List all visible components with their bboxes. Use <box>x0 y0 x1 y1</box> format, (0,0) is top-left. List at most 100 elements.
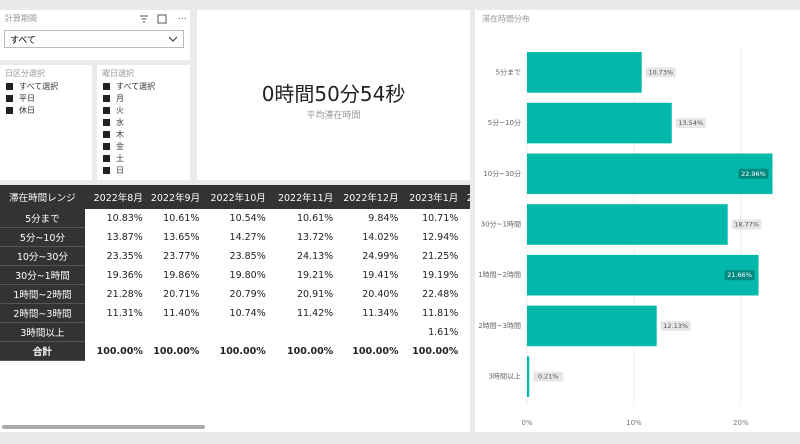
cell: 13.87% <box>106 231 143 243</box>
label-bg <box>724 270 755 281</box>
cell <box>147 323 204 342</box>
table: 滞在時間レンジ 2022年8月 2022年9月 2022年10月 2022年11月 202… <box>0 185 470 361</box>
item-label: すべて選択 <box>116 81 156 91</box>
cell: 19.19% <box>422 269 459 281</box>
day-type-slicer: 日区分選択 すべて選択 平日 休日 <box>0 65 92 180</box>
weekday-slicer: 曜日選択 すべて選択月火水木金土日 <box>97 65 190 180</box>
checkbox <box>103 94 110 102</box>
cell: 10.61% <box>163 212 200 224</box>
scrollbar[interactable] <box>2 425 205 429</box>
slicer-item[interactable]: 木 <box>103 128 155 140</box>
item-label: すべて選択 <box>19 81 59 91</box>
header-cell: 2022年12月 <box>337 185 403 209</box>
slicer-item[interactable]: 日 <box>103 164 155 176</box>
dropdown[interactable]: すべて <box>4 30 184 48</box>
table-row: 5分~10分 13.87% 13.65% 14.27% 13.72% 14.02% 12.9… <box>0 227 470 247</box>
cell: 10.71% <box>422 212 459 224</box>
cell: 100.00% <box>153 345 200 357</box>
item-label: 平日 <box>19 93 35 103</box>
row-header: 2時間~3時間 <box>0 303 85 323</box>
slicer-item[interactable]: すべて選択 <box>6 80 58 92</box>
table-row: 3時間以上 1.61% <box>0 322 470 342</box>
row-header: 合計 <box>0 341 85 361</box>
table-row: 合計 100.00% 100.00% 100.00% 100.00% 100.00% 100… <box>0 341 471 361</box>
header-cell: 滞在時間レンジ <box>0 185 85 209</box>
checkbox <box>103 130 110 138</box>
card: 0時間50分54秒 平均滞在時間 <box>197 10 470 180</box>
cell: 11.42% <box>296 307 334 319</box>
row-header: 1時間~2時間 <box>0 284 85 304</box>
item-label: 土 <box>116 153 124 163</box>
cell: 10.83% <box>106 212 143 224</box>
label-bg <box>645 67 676 78</box>
slicer-item[interactable]: すべて選択 <box>103 80 155 92</box>
cell: 100.00% <box>462 342 471 361</box>
x-tick-label: 0% <box>521 419 532 427</box>
focus-icon[interactable] <box>157 14 167 24</box>
slicer-item[interactable]: 平日 <box>6 92 58 104</box>
cell: 14.02% <box>362 231 399 243</box>
cell: 11.81% <box>422 307 459 319</box>
slicer-item[interactable]: 水 <box>103 116 155 128</box>
filter-icon[interactable] <box>140 15 148 23</box>
checkbox <box>6 82 13 90</box>
slicer-title: 計算期間 <box>5 14 37 23</box>
checkbox <box>103 154 110 162</box>
cell: 23.85% <box>229 250 266 262</box>
bar <box>527 254 759 296</box>
item-label: 金 <box>116 141 124 151</box>
cell: 20.91% <box>296 288 334 300</box>
header-cell: 2023年2月 <box>462 185 470 209</box>
checkbox <box>103 106 110 114</box>
cell: 1.61% <box>428 326 459 338</box>
table-row: 10分~30分 23.35% 23.77% 23.85% 24.13% 24.99% 21.… <box>0 246 470 266</box>
cell: 100.00% <box>287 345 334 357</box>
item-label: 日 <box>116 165 124 175</box>
cell: 21.25% <box>422 250 459 262</box>
cell: 19.36% <box>106 269 143 281</box>
cell: 13.72% <box>296 231 334 243</box>
data-label: 18.77% <box>734 221 759 229</box>
slicer-item[interactable]: 休日 <box>6 104 58 116</box>
slicer-item[interactable]: 金 <box>103 140 155 152</box>
table-row: 30分~1時間 19.36% 19.86% 19.80% 19.21% 19.41% 19.… <box>0 265 470 285</box>
chevron <box>168 36 178 42</box>
cell: 19.21% <box>296 269 334 281</box>
slicer-icons: ··· <box>140 14 187 25</box>
header-cell: 2022年10月 <box>203 185 270 209</box>
table-row: 5分まで 10.83% 10.61% 10.54% 10.61% 9.84% 10.71%1… <box>0 209 470 228</box>
bar <box>527 204 728 245</box>
data-label: 21.66% <box>727 271 752 279</box>
bar <box>527 102 672 144</box>
cell <box>270 323 337 342</box>
slicer-item[interactable]: 火 <box>103 104 155 116</box>
cell: 11.40% <box>163 307 200 319</box>
label-bg <box>533 371 564 382</box>
cell: 19.86% <box>163 269 200 281</box>
cell: 21.28% <box>106 288 143 300</box>
cell: 23.35% <box>106 250 143 262</box>
slicer-item[interactable]: 月 <box>103 92 155 104</box>
table-row: 1時間~2時間 21.28% 20.71% 20.79% 20.91% 20.40% 22.… <box>0 284 470 304</box>
checkbox <box>6 94 13 102</box>
y-tick-label: 5分まで <box>496 67 521 76</box>
data-label: 10.73% <box>648 68 673 76</box>
slicer-item[interactable]: 土 <box>103 152 155 164</box>
more-icon[interactable]: ··· <box>178 15 187 25</box>
cell: 18.04% <box>462 266 470 285</box>
cell: 12.48% <box>462 304 470 323</box>
checkbox <box>103 166 110 174</box>
cell: 100.00% <box>412 345 459 357</box>
cell: 22.48% <box>422 288 459 300</box>
header-cell: 2022年9月 <box>146 185 204 209</box>
cell: 12.94% <box>422 231 459 243</box>
cell: 10.61% <box>296 212 334 224</box>
cell: 24.99% <box>362 250 399 262</box>
cell: 23.77% <box>163 250 200 262</box>
data-label: 0.21% <box>538 373 559 381</box>
y-tick-label: 3時間以上 <box>489 372 521 381</box>
header-row: 滞在時間レンジ 2022年8月 2022年9月 2022年10月 2022年11月 202… <box>0 185 470 209</box>
cell: 20.40% <box>362 288 399 300</box>
data-label: 22.96% <box>741 170 766 178</box>
cell: 100.00% <box>96 345 143 357</box>
